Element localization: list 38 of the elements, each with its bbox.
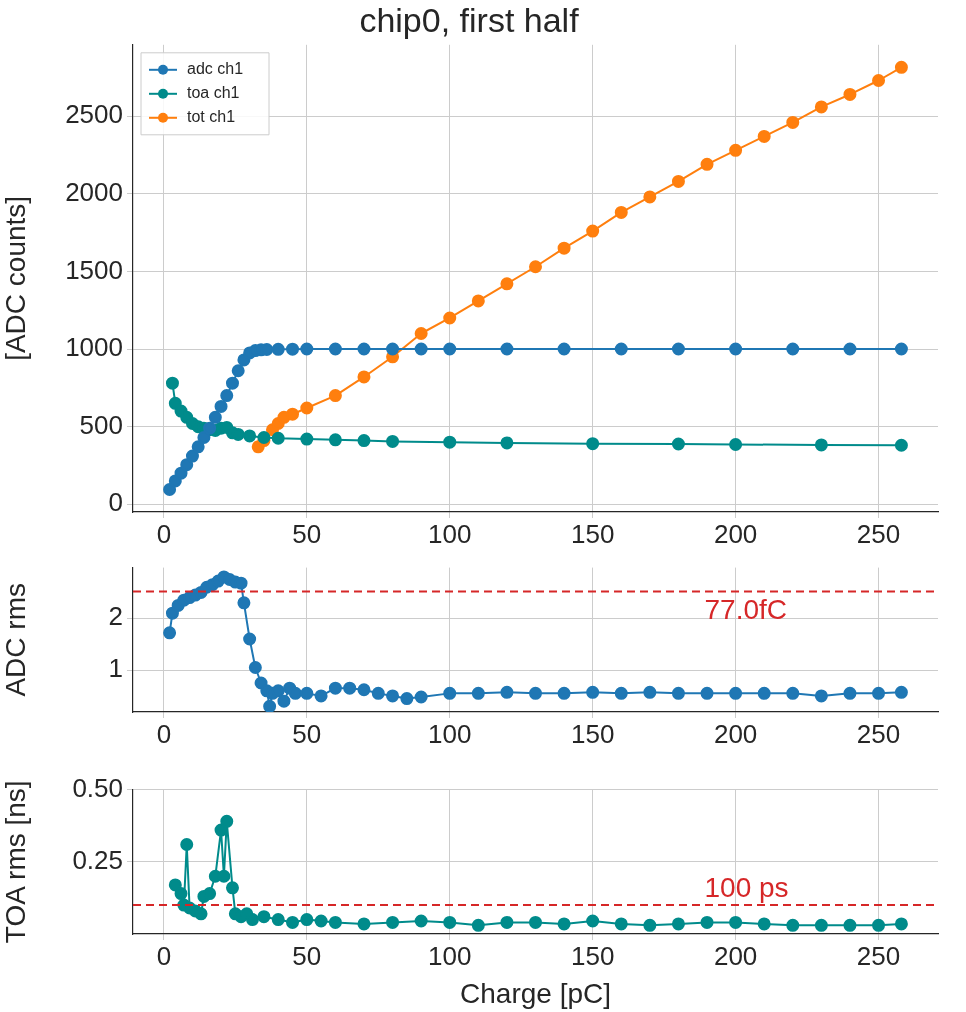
y-tick-label: 1000	[65, 332, 123, 363]
ref-line-label: 100 ps	[704, 871, 789, 903]
ref-line-label: 77.0fC	[704, 594, 788, 626]
x-tick-label: 0	[156, 718, 172, 749]
legend-label: toa ch1	[187, 84, 240, 102]
x-tick-label: 200	[713, 940, 758, 971]
chart-title: chip0, first half	[359, 0, 580, 39]
legend-label: adc ch1	[187, 60, 244, 78]
y-axis-title: TOA rms [ns]	[0, 780, 31, 944]
y-tick-label: 0.25	[72, 844, 123, 875]
legend-label: tot ch1	[187, 108, 236, 126]
y-tick-label: 1	[108, 653, 123, 684]
y-axis-title: [ADC counts]	[0, 195, 31, 361]
x-tick-label: 50	[292, 718, 322, 749]
x-tick-label: 100	[428, 718, 472, 749]
x-tick-label: 250	[856, 718, 901, 749]
y-tick-label: 500	[79, 409, 123, 440]
x-tick-label: 150	[570, 718, 615, 749]
x-tick-label: 150	[570, 518, 615, 549]
x-tick-label: 50	[292, 518, 322, 549]
x-tick-label: 100	[428, 518, 472, 549]
y-tick-label: 2500	[65, 99, 123, 130]
y-axis-title: ADC rms	[0, 583, 31, 697]
x-tick-label: 200	[713, 518, 758, 549]
x-axis-title: Charge [pC]	[460, 977, 611, 1009]
y-tick-label: 2	[108, 601, 123, 632]
y-tick-label: 1500	[65, 254, 123, 285]
y-tick-label: 0.50	[72, 772, 123, 803]
x-tick-label: 200	[713, 718, 758, 749]
x-tick-label: 150	[570, 940, 615, 971]
x-tick-label: 250	[856, 940, 901, 971]
x-tick-label: 0	[156, 940, 172, 971]
x-tick-label: 0	[156, 518, 172, 549]
y-tick-label: 2000	[65, 176, 123, 207]
y-tick-label: 0	[108, 487, 123, 518]
x-tick-label: 50	[292, 940, 322, 971]
x-tick-label: 100	[428, 940, 472, 971]
x-tick-label: 250	[856, 518, 901, 549]
